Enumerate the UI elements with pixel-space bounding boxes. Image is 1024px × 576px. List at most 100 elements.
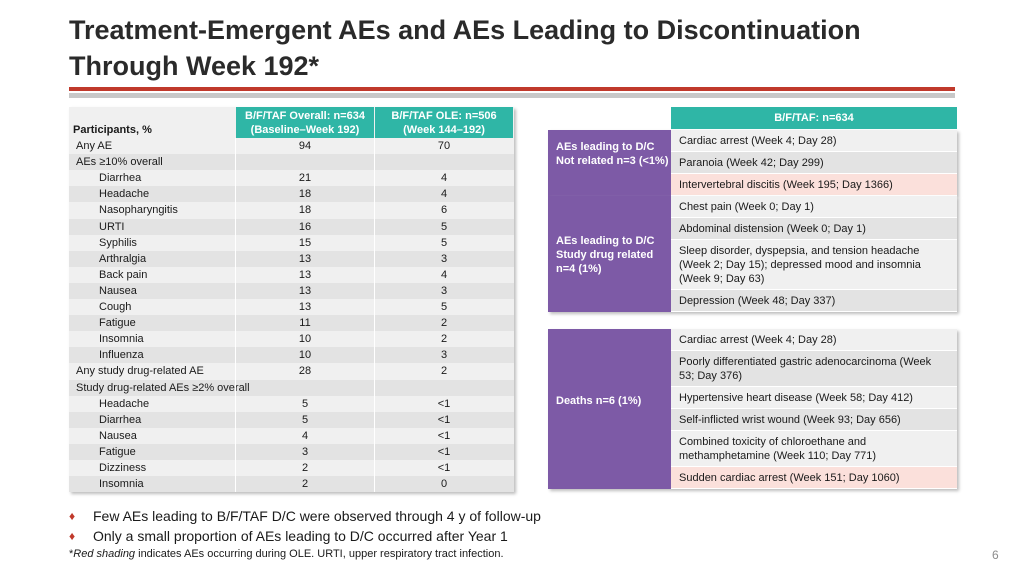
row-label: Diarrhea bbox=[99, 413, 142, 426]
overall-value: 5 bbox=[301, 397, 309, 410]
table-row: Back pain 13 4 bbox=[69, 267, 514, 283]
row-label: Fatigue bbox=[99, 445, 136, 458]
row-label: Insomnia bbox=[99, 478, 144, 491]
ole-value: 2 bbox=[440, 365, 448, 378]
table-row: Diarrhea 5 <1 bbox=[69, 411, 514, 428]
overall-value: 18 bbox=[298, 204, 312, 217]
row-label: Influenza bbox=[99, 349, 144, 362]
overall-value: 28 bbox=[298, 365, 312, 378]
row-label: URTI bbox=[99, 220, 125, 233]
ae-event-item: Depression (Week 48; Day 337) bbox=[671, 290, 957, 312]
table-row: Nausea 13 3 bbox=[69, 282, 514, 299]
ole-value: 3 bbox=[440, 349, 448, 362]
ole-value: 5 bbox=[440, 301, 448, 313]
table-row: Insomnia 10 2 bbox=[69, 331, 514, 347]
row-label: Headache bbox=[99, 397, 150, 410]
ole-value: 4 bbox=[440, 268, 448, 281]
ole-value: <1 bbox=[437, 413, 451, 426]
page-number: 6 bbox=[992, 548, 999, 562]
footnote-italic: Red shading bbox=[73, 548, 136, 560]
row-label: Nausea bbox=[99, 284, 137, 297]
ae-event-item: Combined toxicity of chloroethane and me… bbox=[671, 431, 957, 467]
ole-value: 6 bbox=[440, 204, 448, 217]
overall-value: 94 bbox=[298, 140, 312, 152]
bullet-text: Only a small proportion of AEs leading t… bbox=[93, 528, 508, 544]
ae-event-item: Hypertensive heart disease (Week 58; Day… bbox=[671, 387, 957, 409]
ae-event-item: Cardiac arrest (Week 4; Day 28) bbox=[671, 130, 957, 152]
row-label: Fatigue bbox=[99, 317, 136, 330]
ole-value: <1 bbox=[437, 445, 451, 458]
overall-value: 11 bbox=[299, 317, 311, 330]
row-label: Diarrhea bbox=[99, 172, 142, 185]
overall-value: 4 bbox=[301, 429, 309, 442]
ae-event-item: Chest pain (Week 0; Day 1) bbox=[671, 196, 957, 218]
row-label: Any AE bbox=[76, 140, 113, 152]
overall-value: 13 bbox=[298, 268, 312, 281]
group-category: AEs leading to D/C Not related n=3 (<1%) bbox=[548, 130, 671, 196]
table-row: Fatigue 11 2 bbox=[69, 315, 514, 332]
page-title: Treatment-Emergent AEs and AEs Leading t… bbox=[69, 15, 861, 81]
table-row: Headache 5 <1 bbox=[69, 396, 514, 412]
ole-value: 5 bbox=[440, 236, 448, 249]
ae-event-item: Abdominal distension (Week 0; Day 1) bbox=[671, 218, 957, 240]
table-row: Diarrhea 21 4 bbox=[69, 170, 514, 186]
overall-value: 3 bbox=[301, 445, 309, 458]
row-label: Syphilis bbox=[99, 236, 137, 249]
group-category: AEs leading to D/C Study drug related n=… bbox=[548, 196, 671, 312]
col-header-ole: B/F/TAF OLE: n=506 (Week 144–192) bbox=[375, 107, 513, 138]
row-label: Nausea bbox=[99, 429, 137, 442]
ole-value: <1 bbox=[437, 462, 451, 474]
ae-event-item: Paranoia (Week 42; Day 299) bbox=[671, 152, 957, 174]
table-row: Syphilis 15 5 bbox=[69, 235, 514, 251]
row-label: Dizziness bbox=[99, 462, 147, 474]
column-divider bbox=[374, 138, 375, 492]
row-label: Any study drug-related AE bbox=[76, 365, 204, 378]
row-label: Back pain bbox=[99, 268, 148, 281]
title-rule-gray bbox=[69, 93, 955, 98]
table-row: Cough 13 5 bbox=[69, 299, 514, 315]
participants-label: Participants, % bbox=[73, 124, 152, 136]
footnote: *Red shading indicates AEs occurring dur… bbox=[69, 548, 504, 560]
ae-event-item: Sleep disorder, dyspepsia, and tension h… bbox=[671, 240, 957, 290]
table-row: Study drug-related AEs ≥2% overall bbox=[69, 379, 514, 396]
ae-table: B/F/TAF Overall: n=634 (Baseline–Week 19… bbox=[69, 107, 514, 493]
table-row: Influenza 10 3 bbox=[69, 347, 514, 364]
overall-value: 13 bbox=[298, 301, 312, 313]
overall-value: 13 bbox=[298, 284, 312, 297]
ae-event-item: Intervertebral discitis (Week 195; Day 1… bbox=[671, 174, 957, 196]
table-row: Fatigue 3 <1 bbox=[69, 443, 514, 460]
row-label: Cough bbox=[99, 301, 132, 313]
bullet-text: Few AEs leading to B/F/TAF D/C were obse… bbox=[93, 508, 541, 524]
diamond-icon: ♦ bbox=[69, 509, 76, 523]
table-row: AEs ≥10% overall bbox=[69, 154, 514, 171]
ole-value: <1 bbox=[437, 397, 451, 410]
footnote-star: * bbox=[69, 548, 74, 560]
ole-value: 4 bbox=[440, 172, 448, 185]
group-category: Deaths n=6 (1%) bbox=[548, 329, 671, 489]
row-label: Arthralgia bbox=[99, 252, 147, 265]
table-row: Any AE 94 70 bbox=[69, 138, 514, 154]
ole-value: 4 bbox=[440, 188, 448, 201]
overall-value: 10 bbox=[298, 349, 312, 362]
ae-event-item: Poorly differentiated gastric adenocarci… bbox=[671, 351, 957, 387]
ae-event-item: Cardiac arrest (Week 4; Day 28) bbox=[671, 329, 957, 351]
overall-value: 15 bbox=[298, 236, 312, 249]
ole-value: 3 bbox=[440, 284, 448, 297]
overall-value: 2 bbox=[301, 478, 309, 491]
table-row: Insomnia 2 0 bbox=[69, 476, 514, 493]
ae-event-item: Self-inflicted wrist wound (Week 93; Day… bbox=[671, 409, 957, 431]
table-row: Any study drug-related AE 28 2 bbox=[69, 363, 514, 379]
table-row: URTI 16 5 bbox=[69, 218, 514, 235]
row-label: Study drug-related AEs ≥2% overall bbox=[76, 381, 250, 394]
overall-value: 16 bbox=[298, 220, 312, 233]
column-divider bbox=[235, 138, 236, 492]
ole-value: 2 bbox=[440, 333, 448, 346]
diamond-icon: ♦ bbox=[69, 529, 76, 543]
ole-value: 70 bbox=[437, 140, 451, 152]
ole-value: <1 bbox=[437, 429, 451, 442]
table-row: Nausea 4 <1 bbox=[69, 428, 514, 444]
table-row: Headache 18 4 bbox=[69, 186, 514, 203]
table-row: Dizziness 2 <1 bbox=[69, 460, 514, 476]
ole-value: 0 bbox=[440, 478, 448, 491]
row-label: Nasopharyngitis bbox=[99, 204, 178, 217]
